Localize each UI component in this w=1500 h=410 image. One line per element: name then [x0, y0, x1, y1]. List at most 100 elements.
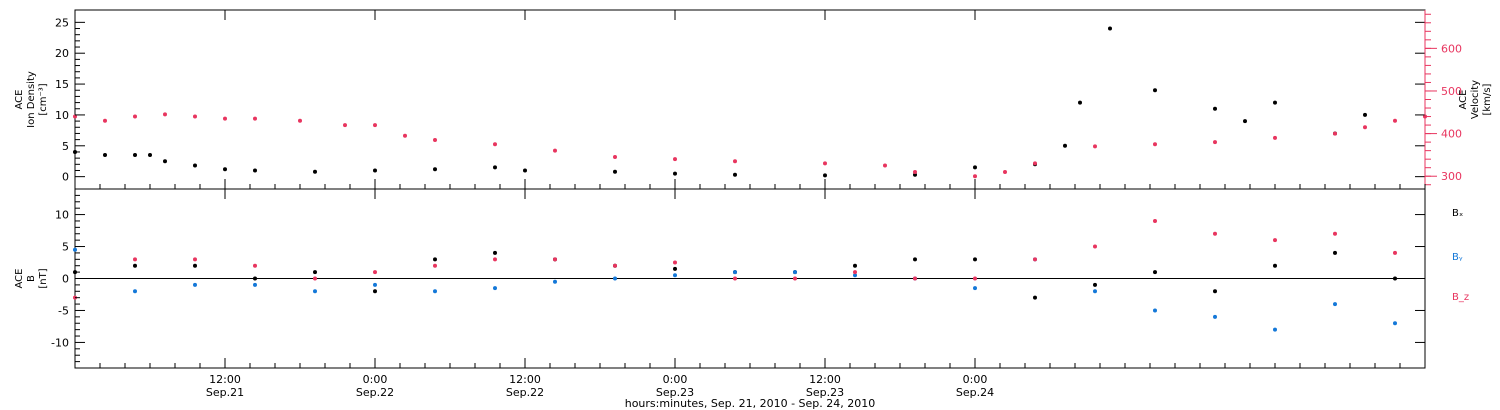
velocity-point	[673, 157, 677, 162]
b2-point	[1273, 238, 1277, 243]
density-tick-label: 10	[55, 109, 69, 122]
b0-point	[973, 257, 977, 262]
density-point	[133, 153, 137, 158]
density-point	[1153, 88, 1157, 93]
velocity-point	[343, 123, 347, 128]
density-point	[613, 169, 617, 174]
density-point	[913, 172, 917, 177]
velocity-point	[1033, 161, 1037, 166]
b0-point	[433, 257, 437, 262]
b1-point	[973, 286, 977, 291]
density-point	[103, 153, 107, 158]
b1-point	[373, 282, 377, 287]
b1-point	[673, 273, 677, 278]
top-panel-frame	[74, 9, 1426, 190]
velocity-point	[133, 114, 137, 119]
b1-point	[73, 247, 77, 252]
b1-point	[1153, 308, 1157, 313]
b0-point	[673, 266, 677, 271]
b0-point	[1393, 276, 1397, 281]
velocity-point	[193, 114, 197, 119]
density-tick-label: 20	[55, 47, 69, 60]
b0-point	[253, 276, 257, 281]
velocity-point	[253, 116, 257, 121]
velocity-point	[1153, 142, 1157, 147]
x-tick-sublabel: Sep.22	[356, 386, 394, 399]
density-axis-label-ace: ACE	[14, 90, 25, 110]
density-point	[373, 168, 377, 173]
b1-point	[553, 279, 557, 284]
velocity-point	[823, 161, 827, 166]
x-tick-sublabel: Sep.23	[656, 386, 694, 399]
b0-point	[133, 263, 137, 268]
b1-point	[253, 282, 257, 287]
x-tick-sublabel: Sep.22	[506, 386, 544, 399]
b2-point	[373, 270, 377, 275]
velocity-tick-label: 600	[1441, 42, 1462, 55]
velocity-point	[1213, 140, 1217, 145]
density-point	[313, 169, 317, 174]
b2-point	[1093, 244, 1097, 249]
velocity-point	[1093, 144, 1097, 149]
velocity-point	[733, 159, 737, 164]
b2-point	[1153, 218, 1157, 223]
x-tick-sublabel: Sep.23	[806, 386, 844, 399]
velocity-point	[298, 118, 302, 123]
density-tick-label: 0	[62, 171, 69, 184]
b1-point	[1333, 302, 1337, 307]
density-point	[253, 168, 257, 173]
legend-label: B_z	[1452, 292, 1469, 303]
velocity-point	[103, 118, 107, 123]
b2-point	[733, 276, 737, 281]
b2-point	[613, 263, 617, 268]
velocity-tick-label: 500	[1441, 85, 1462, 98]
legend-label: Bₓ	[1452, 208, 1463, 219]
b1-point	[733, 270, 737, 275]
b2-point	[133, 257, 137, 262]
b2-point	[1333, 231, 1337, 236]
density-point	[193, 163, 197, 168]
velocity-point	[163, 112, 167, 117]
b1-point	[433, 289, 437, 294]
density-point	[1078, 100, 1082, 105]
density-tick-label: 25	[55, 16, 69, 29]
velocity-point	[223, 116, 227, 121]
density-point	[823, 173, 827, 178]
x-tick-label: 12:00	[209, 373, 241, 386]
b0-point	[913, 257, 917, 262]
b2-point	[913, 276, 917, 281]
b-tick-label: -10	[51, 336, 69, 349]
velocity-axis-label-ace: ACE	[1458, 90, 1469, 110]
x-tick-label: 12:00	[509, 373, 541, 386]
density-point	[148, 153, 152, 158]
density-point	[1243, 119, 1247, 124]
b2-point	[673, 260, 677, 265]
density-tick-label: 5	[62, 140, 69, 153]
b-axis-label-name: B	[26, 275, 37, 282]
density-point	[1108, 26, 1112, 31]
b0-point	[1033, 295, 1037, 300]
density-point	[493, 165, 497, 170]
velocity-point	[973, 174, 977, 179]
density-axis-label-unit: [cm⁻³]	[38, 83, 49, 115]
b2-point	[793, 276, 797, 281]
b2-point	[973, 276, 977, 281]
density-point	[1273, 100, 1277, 105]
velocity-point	[73, 114, 77, 119]
b1-point	[1213, 314, 1217, 319]
b2-point	[1393, 250, 1397, 255]
velocity-point	[433, 137, 437, 142]
b1-point	[1273, 327, 1277, 332]
velocity-point	[493, 142, 497, 147]
bottom-panel: -10 -5 0 5 10 ACE B [nT] Bₓ Bᵧ B_z	[14, 188, 1469, 369]
b2-point	[493, 257, 497, 262]
velocity-point	[1003, 169, 1007, 174]
velocity-point	[1363, 125, 1367, 130]
density-point	[1363, 112, 1367, 117]
density-point	[163, 159, 167, 164]
velocity-tick-label: 400	[1441, 128, 1462, 141]
b1-point	[853, 273, 857, 278]
x-tick-sublabel: Sep.21	[206, 386, 244, 399]
